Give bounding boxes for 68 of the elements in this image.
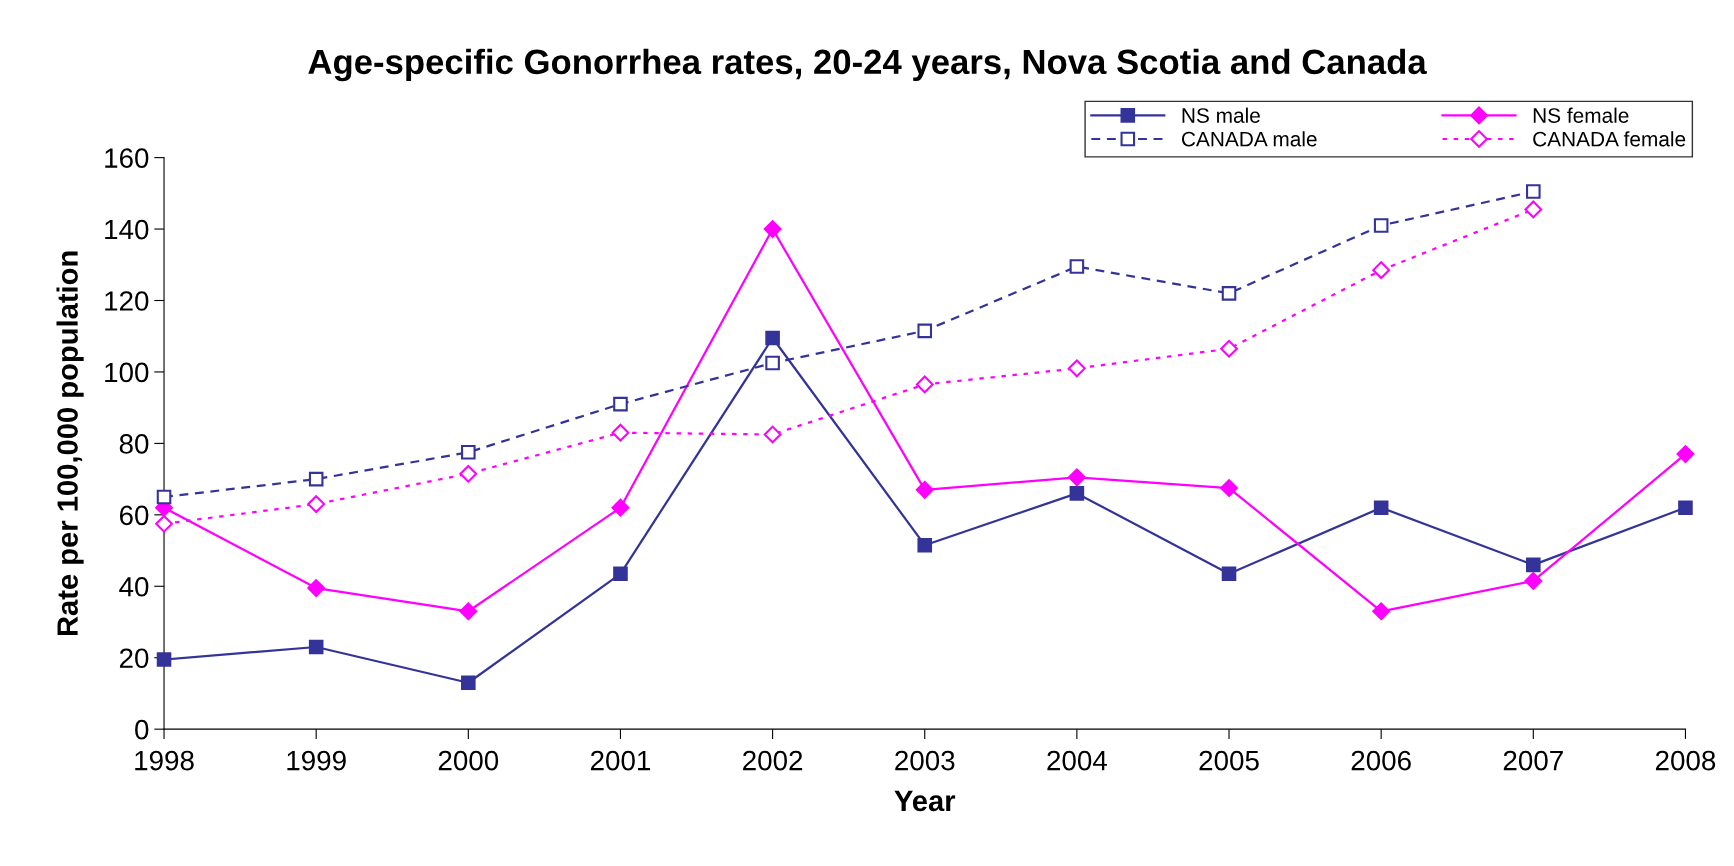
point xyxy=(613,566,628,582)
y-tick-label: 0 xyxy=(135,719,149,740)
legend-label: NS male xyxy=(1182,107,1260,123)
x-tick-label: 2008 xyxy=(1655,750,1716,771)
point xyxy=(611,423,630,442)
point xyxy=(1067,468,1086,487)
point xyxy=(156,652,172,667)
point xyxy=(917,537,933,553)
point xyxy=(1526,184,1541,199)
point xyxy=(459,602,478,621)
point xyxy=(459,464,478,483)
point xyxy=(763,425,782,444)
point xyxy=(1221,286,1237,301)
point xyxy=(308,471,324,487)
point xyxy=(308,639,324,655)
point xyxy=(461,445,476,460)
point xyxy=(613,396,628,412)
x-tick-label: 2007 xyxy=(1503,750,1563,771)
point xyxy=(1221,566,1237,582)
x-tick-label: 2001 xyxy=(590,750,650,771)
x-tick-label: 2006 xyxy=(1351,750,1411,771)
point xyxy=(1220,339,1238,358)
x-tick-label: 2000 xyxy=(438,750,499,771)
point xyxy=(156,489,172,505)
point xyxy=(1524,572,1543,590)
y-tick-label: 100 xyxy=(105,362,149,383)
point xyxy=(915,480,934,499)
legend-label: CANADA male xyxy=(1181,131,1317,147)
point xyxy=(1069,259,1085,274)
x-axis-title: Year xyxy=(894,790,956,812)
point xyxy=(765,330,780,346)
point xyxy=(1373,218,1389,233)
point xyxy=(1372,261,1391,280)
point xyxy=(917,323,933,339)
y-tick-label: 140 xyxy=(105,219,149,240)
x-tick-label: 2003 xyxy=(895,750,955,771)
point xyxy=(1676,445,1695,464)
y-axis-title: Rate per 100,000 population xyxy=(56,251,84,636)
point xyxy=(461,675,476,691)
point xyxy=(1678,500,1693,515)
point xyxy=(1069,486,1085,501)
point xyxy=(1526,557,1541,573)
x-tick-label: 2002 xyxy=(743,750,803,771)
x-tick-label: 1999 xyxy=(287,750,346,771)
point xyxy=(307,495,326,514)
point xyxy=(1373,500,1389,515)
point xyxy=(763,220,782,238)
legend-label: CANADA female xyxy=(1533,131,1686,147)
point xyxy=(1067,359,1086,378)
point xyxy=(915,375,934,394)
chart-title: Age-specific Gonorrhea rates, 20-24 years, Nova Scotia and Canada xyxy=(308,48,1427,82)
x-tick-label: 2005 xyxy=(1199,750,1259,771)
point xyxy=(307,579,326,597)
y-tick-label: 80 xyxy=(119,434,149,454)
y-tick-label: 40 xyxy=(119,576,149,597)
y-tick-label: 20 xyxy=(119,648,149,669)
y-tick-label: 60 xyxy=(119,505,149,526)
y-tick-label: 120 xyxy=(105,291,149,311)
x-tick-label: 2004 xyxy=(1047,750,1107,771)
point xyxy=(1220,479,1238,497)
x-tick-label: 1998 xyxy=(135,750,194,771)
y-tick-label: 160 xyxy=(105,148,149,168)
point xyxy=(611,498,630,517)
point xyxy=(1524,200,1543,219)
legend-label: NS female xyxy=(1533,107,1629,123)
point xyxy=(765,355,780,371)
point xyxy=(1372,602,1391,621)
point xyxy=(155,514,173,533)
